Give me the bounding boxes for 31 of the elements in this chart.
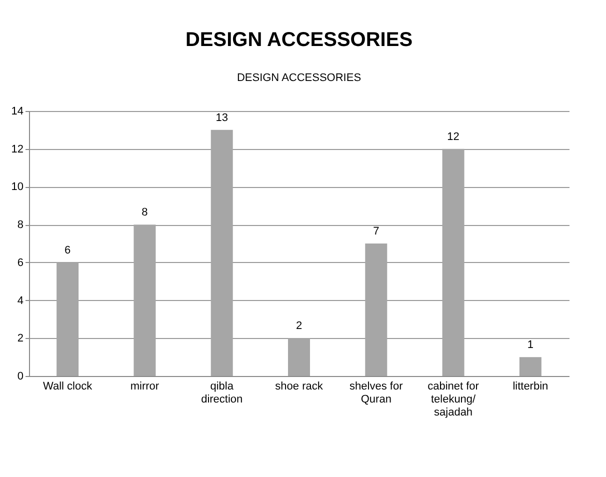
- y-tick-label: 6: [17, 256, 24, 269]
- x-tick-label: mirror: [130, 380, 160, 392]
- x-tick-label: shelves for Quran: [350, 380, 404, 406]
- y-tick-label: 10: [11, 181, 24, 194]
- chart-subtitle: DESIGN ACCESSORIES: [236, 72, 362, 84]
- data-label: 6: [64, 244, 71, 256]
- x-tick-label: qibla direction: [201, 380, 243, 406]
- bar: [210, 130, 233, 376]
- y-tick-label: 12: [11, 143, 24, 156]
- data-label: 12: [447, 130, 460, 143]
- data-label: 13: [216, 112, 228, 124]
- y-tick-label: 0: [17, 370, 24, 382]
- bar: [519, 357, 542, 376]
- data-label: 1: [527, 339, 534, 352]
- y-tick-label: 8: [17, 219, 24, 232]
- data-label: 2: [296, 320, 302, 332]
- bar: [442, 148, 464, 376]
- bar: [365, 244, 388, 376]
- bar: [134, 224, 156, 376]
- chart-title: DESIGN ACCESSORIES: [185, 29, 413, 51]
- y-tick-label: 4: [17, 294, 24, 307]
- x-tick-label: litterbin: [512, 380, 548, 392]
- x-tick-label: Wall clock: [43, 380, 93, 392]
- data-label: 8: [142, 206, 148, 219]
- bar: [288, 338, 310, 376]
- x-tick-label: cabinet for telekung/ sajadah: [428, 380, 480, 418]
- y-tick-label: 2: [17, 332, 24, 345]
- y-tick-label: 14: [11, 106, 24, 118]
- x-tick-label: shoe rack: [275, 380, 324, 392]
- data-label: 7: [373, 226, 380, 238]
- bar: [56, 262, 79, 376]
